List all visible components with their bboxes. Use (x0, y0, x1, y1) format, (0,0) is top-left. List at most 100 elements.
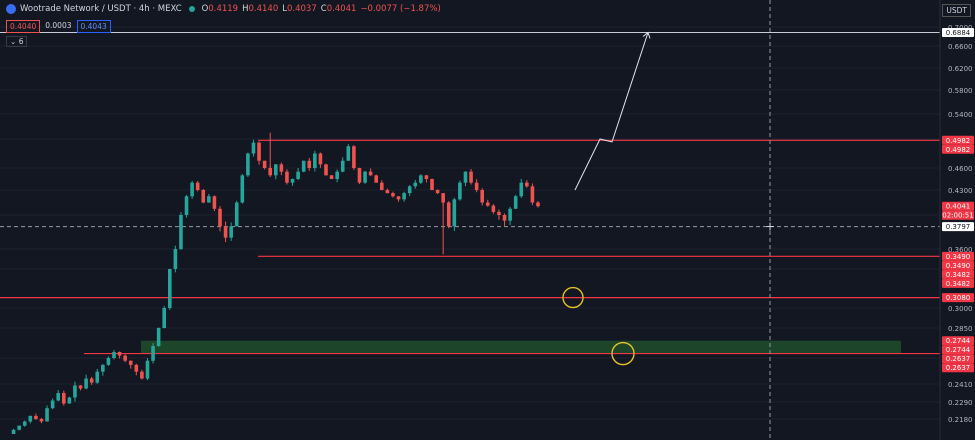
price-change: −0.0077 (−1.87%) (360, 4, 441, 14)
price-tick-label: 0.5400 (948, 111, 973, 119)
candle (179, 215, 183, 249)
price-tick-label: 0.3000 (948, 305, 973, 313)
candle (407, 186, 412, 194)
candle (513, 196, 518, 209)
symbol-title[interactable]: Wootrade Network / USDT · 4h · MEXC (20, 4, 182, 14)
currency-selector[interactable]: USDT (942, 4, 971, 17)
chevron-down-icon: ⌄ (10, 37, 17, 46)
price-axis-label-box (942, 336, 974, 346)
price-axis-label: 0.2744 (946, 337, 971, 345)
candle (61, 393, 66, 404)
candle (240, 175, 245, 203)
candle (379, 182, 384, 190)
candle (201, 190, 206, 203)
candle (190, 182, 194, 197)
candle (145, 360, 150, 379)
price-axis-label: 0.2637 (946, 364, 971, 372)
price-tick-label: 0.4300 (948, 187, 973, 195)
candle (491, 205, 496, 212)
candle (485, 202, 490, 206)
candle (11, 429, 16, 434)
candle (340, 160, 345, 172)
candle (525, 182, 529, 187)
price-axis-label: 0.4982 (946, 146, 971, 154)
price-tick-label: 0.6600 (948, 43, 973, 51)
price-tick-label: 0.7000 (948, 24, 973, 32)
candle (290, 179, 295, 183)
price-tick-label: 0.3600 (948, 246, 973, 254)
indicator-count: 6 (18, 37, 24, 46)
candle (458, 182, 462, 200)
candle (402, 193, 406, 200)
candle (106, 358, 111, 365)
price-axis-label-box (942, 363, 974, 373)
price-axis-label-box (942, 293, 974, 303)
candle (346, 146, 351, 161)
candle (368, 171, 373, 176)
candle (279, 164, 284, 172)
candle (301, 160, 306, 172)
candle (374, 175, 379, 183)
price-axis-label: 0.2637 (946, 355, 971, 363)
candle (246, 153, 250, 176)
candle (184, 196, 189, 215)
candle (441, 193, 445, 203)
price-axis-label: 0.3482 (946, 271, 971, 279)
price-tick-label: 0.5800 (948, 87, 973, 95)
candle (424, 175, 429, 179)
price-axis-label-box (942, 210, 974, 220)
candle (307, 160, 312, 168)
candle (39, 419, 44, 422)
price-tick-label: 0.2410 (948, 381, 973, 389)
price-axis-label: 0.3080 (946, 294, 971, 302)
candle (218, 208, 222, 227)
candle (67, 397, 72, 404)
price-tick-label: 0.6200 (948, 65, 973, 73)
candle (273, 164, 278, 176)
price-axis-label: 0.3490 (946, 262, 971, 270)
candle (17, 425, 21, 430)
candle (430, 179, 434, 190)
candle (452, 199, 457, 227)
indicators-toggle[interactable]: ⌄ 6 (6, 36, 28, 47)
price-axis-label: 0.3482 (946, 280, 971, 288)
price-tick-label: 0.2180 (948, 416, 973, 424)
candle (474, 182, 479, 190)
price-axis-label: 0.3797 (946, 223, 971, 231)
candle (257, 142, 261, 161)
candle (101, 364, 105, 372)
candle (536, 202, 540, 207)
ohlc-high: H0.4140 (242, 4, 279, 14)
candle (446, 202, 451, 227)
candle (195, 182, 200, 190)
candle (285, 171, 289, 183)
price-axis-label: 0.2744 (946, 346, 971, 354)
candle (223, 226, 228, 238)
buy-price-button[interactable]: 0.4043 (76, 20, 111, 33)
candle (229, 226, 233, 238)
spread-value: 0.0003 (45, 21, 72, 30)
candle (502, 215, 507, 221)
candle (519, 182, 524, 197)
candle (335, 171, 339, 179)
candle (480, 190, 485, 203)
trade-prices: 0.4040 0.0003 0.4043 (6, 20, 111, 33)
projection-arrow-icon (642, 31, 651, 39)
candle (50, 400, 55, 409)
candle (45, 408, 49, 422)
candle (128, 360, 133, 365)
price-tick-label: 0.4600 (948, 165, 973, 173)
candle (95, 371, 100, 383)
market-open-icon (188, 6, 195, 12)
sell-price-button[interactable]: 0.4040 (6, 20, 41, 33)
candle (262, 160, 267, 168)
candle (251, 142, 256, 154)
price-axis-label-box (942, 251, 974, 261)
target-circle (562, 286, 584, 309)
candle (352, 146, 356, 168)
candle (140, 371, 144, 379)
candle (469, 171, 473, 183)
price-axis-label: 02:00:51 (942, 212, 973, 220)
demand-zone (141, 340, 901, 354)
